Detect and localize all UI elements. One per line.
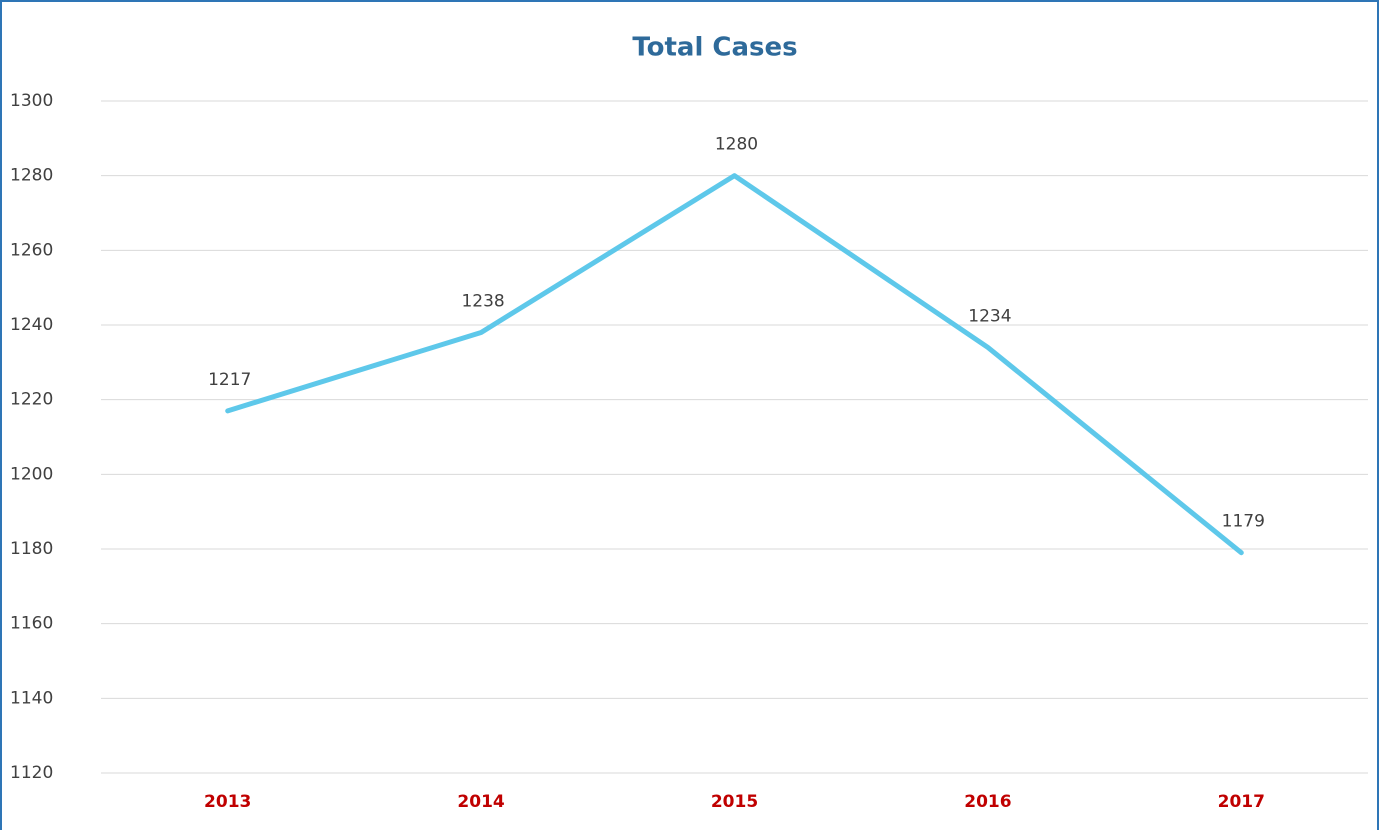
y-tick-label: 1160 bbox=[10, 614, 53, 634]
data-label: 1217 bbox=[208, 370, 251, 390]
x-tick-label: 2013 bbox=[204, 792, 251, 812]
x-tick-label: 2016 bbox=[964, 792, 1011, 812]
chart-title: Total Cases bbox=[632, 33, 797, 63]
x-tick-label: 2015 bbox=[711, 792, 758, 812]
y-tick-label: 1120 bbox=[10, 763, 53, 783]
x-tick-label: 2017 bbox=[1218, 792, 1265, 812]
data-label: 1234 bbox=[968, 306, 1011, 326]
data-label: 1179 bbox=[1222, 512, 1265, 532]
y-tick-label: 1260 bbox=[10, 240, 53, 260]
data-label: 1280 bbox=[715, 135, 758, 155]
data-line bbox=[225, 173, 1244, 556]
y-tick-label: 1300 bbox=[10, 91, 53, 111]
y-tick-label: 1180 bbox=[10, 539, 53, 559]
y-tick-label: 1200 bbox=[10, 464, 53, 484]
y-tick-label: 1280 bbox=[10, 166, 53, 186]
y-tick-label: 1140 bbox=[10, 688, 53, 708]
data-label: 1238 bbox=[461, 291, 504, 311]
y-tick-label: 1240 bbox=[10, 315, 53, 335]
y-tick-label: 1220 bbox=[10, 390, 53, 410]
x-tick-label: 2014 bbox=[457, 792, 504, 812]
